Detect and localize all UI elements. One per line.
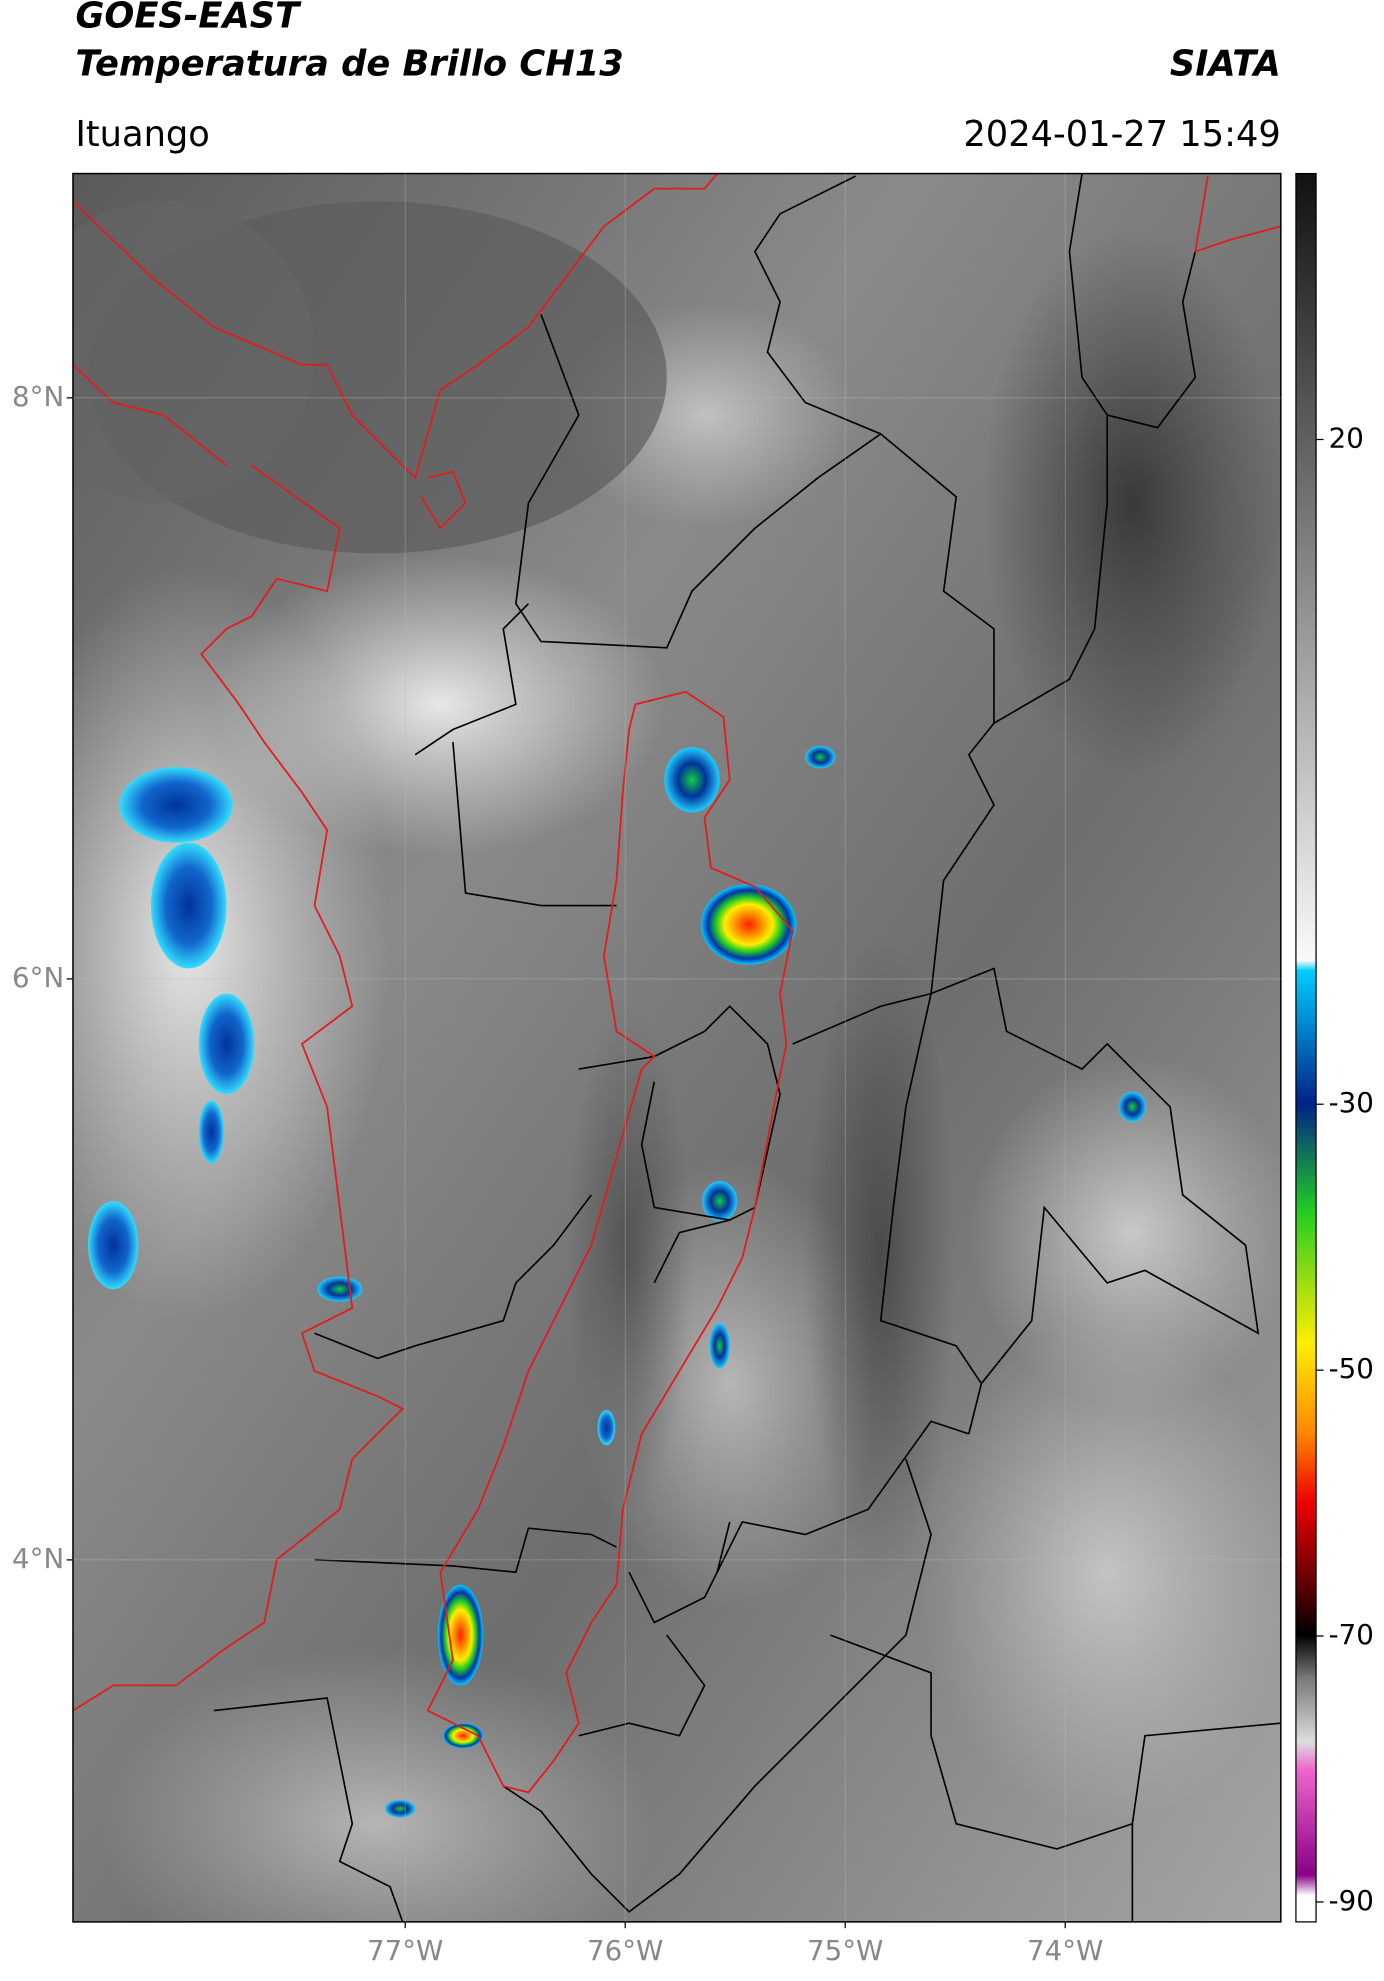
colorbar — [1295, 172, 1317, 1923]
lat-tick-label: 6°N — [12, 961, 64, 994]
subtitle: Temperatura de Brillo CH13 — [75, 43, 623, 84]
lon-tick-label: 74°W — [1027, 1934, 1103, 1967]
colorbar-tick-label: -70 — [1329, 1618, 1374, 1651]
lat-tick-label: 8°N — [12, 380, 64, 413]
colorbar-tick-label: -30 — [1329, 1086, 1374, 1119]
lon-tick-label: 77°W — [367, 1934, 443, 1967]
map-frame — [72, 172, 1282, 1923]
colorbar-tick-label: 20 — [1329, 421, 1364, 454]
colorbar-tick-label: -50 — [1329, 1352, 1374, 1385]
satellite-image — [72, 173, 1281, 1922]
timestamp: 2024-01-27 15:49 — [963, 114, 1280, 155]
lat-tick-label: 4°N — [12, 1542, 64, 1575]
title: GOES-EAST — [75, 0, 302, 37]
brand: SIATA — [1170, 43, 1281, 84]
location: Ituango — [75, 114, 209, 155]
lon-tick-label: 75°W — [807, 1934, 883, 1967]
colorbar-tick-label: -90 — [1329, 1884, 1374, 1917]
lon-tick-label: 76°W — [587, 1934, 663, 1967]
